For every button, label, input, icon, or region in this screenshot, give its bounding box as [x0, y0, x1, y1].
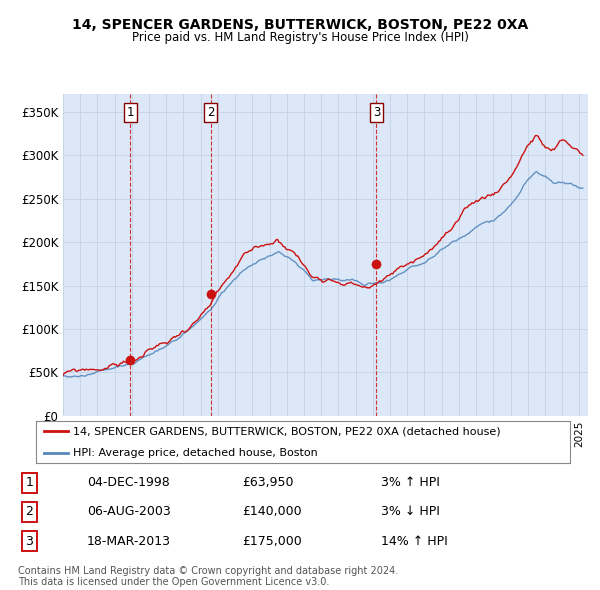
- Point: [40, 428, 47, 435]
- Text: £63,950: £63,950: [242, 476, 294, 489]
- Text: 3: 3: [25, 535, 33, 548]
- Text: 2: 2: [207, 106, 214, 119]
- Text: 18-MAR-2013: 18-MAR-2013: [87, 535, 171, 548]
- Text: This data is licensed under the Open Government Licence v3.0.: This data is licensed under the Open Gov…: [18, 577, 329, 587]
- Text: 04-DEC-1998: 04-DEC-1998: [87, 476, 170, 489]
- Point: [64, 449, 71, 456]
- Text: £175,000: £175,000: [242, 535, 302, 548]
- Text: 3% ↓ HPI: 3% ↓ HPI: [380, 505, 440, 519]
- Text: 06-AUG-2003: 06-AUG-2003: [87, 505, 170, 519]
- Text: 3% ↑ HPI: 3% ↑ HPI: [380, 476, 440, 489]
- Text: 3: 3: [373, 106, 380, 119]
- Text: Contains HM Land Registry data © Crown copyright and database right 2024.: Contains HM Land Registry data © Crown c…: [18, 566, 398, 576]
- Point: [64, 428, 71, 435]
- Text: 14, SPENCER GARDENS, BUTTERWICK, BOSTON, PE22 0XA: 14, SPENCER GARDENS, BUTTERWICK, BOSTON,…: [72, 18, 528, 32]
- Point: [40, 449, 47, 456]
- Text: 1: 1: [127, 106, 134, 119]
- Text: 14% ↑ HPI: 14% ↑ HPI: [380, 535, 448, 548]
- Text: HPI: Average price, detached house, Boston: HPI: Average price, detached house, Bost…: [73, 448, 318, 457]
- Text: 2: 2: [25, 505, 33, 519]
- Text: Price paid vs. HM Land Registry's House Price Index (HPI): Price paid vs. HM Land Registry's House …: [131, 31, 469, 44]
- Text: 1: 1: [25, 476, 33, 489]
- Text: £140,000: £140,000: [242, 505, 302, 519]
- Text: 14, SPENCER GARDENS, BUTTERWICK, BOSTON, PE22 0XA (detached house): 14, SPENCER GARDENS, BUTTERWICK, BOSTON,…: [73, 427, 501, 436]
